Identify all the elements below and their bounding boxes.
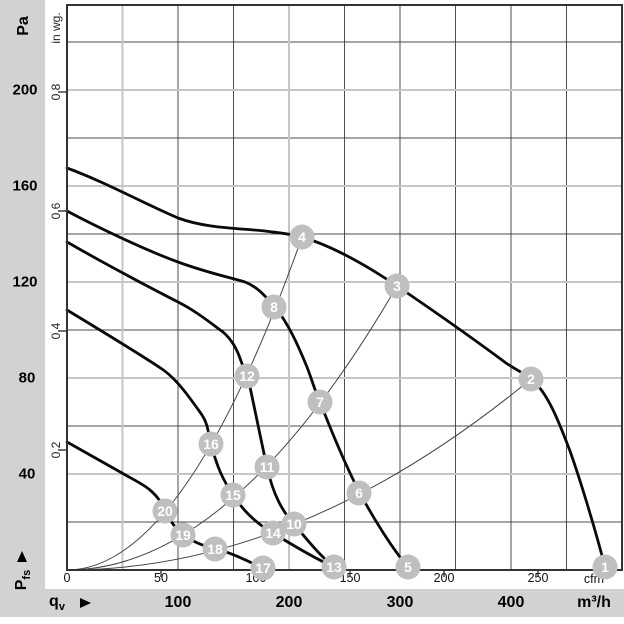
system-curve-b bbox=[66, 285, 398, 571]
svg-text:8: 8 bbox=[270, 299, 278, 315]
svg-text:19: 19 bbox=[175, 527, 191, 543]
x-tick-cfm-50: 50 bbox=[154, 571, 168, 585]
svg-text:1: 1 bbox=[601, 559, 609, 575]
svg-text:3: 3 bbox=[393, 278, 401, 294]
op-point-20: 20 bbox=[152, 498, 178, 524]
x-tick-cfm-0: 0 bbox=[63, 571, 71, 585]
op-point-11: 11 bbox=[254, 454, 280, 480]
system-curve-a bbox=[66, 236, 303, 571]
y-tick-120: 120 bbox=[12, 273, 38, 291]
qv-symbol: q bbox=[49, 592, 59, 610]
x-tick-300: 300 bbox=[386, 594, 414, 611]
x-tick-100: 100 bbox=[164, 594, 192, 611]
op-point-15: 15 bbox=[220, 482, 246, 508]
y-tick-40: 40 bbox=[18, 465, 36, 483]
svg-text:15: 15 bbox=[225, 487, 241, 503]
grid-major bbox=[67, 5, 622, 570]
x-axis-unit-m3h: m³/h bbox=[577, 594, 611, 611]
op-point-5: 5 bbox=[395, 554, 421, 580]
svg-text:11: 11 bbox=[260, 459, 275, 475]
qv-subscript: v bbox=[58, 601, 65, 614]
op-point-4: 4 bbox=[289, 224, 315, 250]
svg-text:4: 4 bbox=[298, 229, 306, 245]
x-tick-cfm-150: 150 bbox=[339, 571, 361, 585]
svg-text:18: 18 bbox=[207, 541, 223, 557]
svg-text:13: 13 bbox=[326, 559, 342, 575]
x-tick-400: 400 bbox=[497, 594, 525, 611]
qv-axis-arrow-icon bbox=[80, 598, 91, 608]
y-axis-band bbox=[0, 0, 45, 617]
op-point-19: 19 bbox=[170, 522, 196, 548]
op-point-2: 2 bbox=[518, 366, 544, 392]
svg-text:17: 17 bbox=[255, 560, 271, 576]
svg-text:16: 16 bbox=[203, 436, 219, 452]
op-point-17: 17 bbox=[250, 555, 276, 581]
op-point-12: 12 bbox=[234, 363, 260, 389]
y-tick-200: 200 bbox=[12, 81, 38, 99]
y-tick-80: 80 bbox=[18, 369, 36, 387]
svg-text:10: 10 bbox=[286, 516, 302, 532]
operating-points: 20 19 18 17 16 15 14 13 12 11 10 8 7 6 5… bbox=[152, 224, 618, 581]
qv-axis-label: qv bbox=[49, 593, 65, 613]
pfs-axis-arrow-icon bbox=[17, 551, 27, 562]
op-point-8: 8 bbox=[261, 294, 287, 320]
svg-text:20: 20 bbox=[157, 503, 173, 519]
op-point-14: 14 bbox=[260, 520, 286, 546]
svg-text:14: 14 bbox=[265, 525, 281, 541]
svg-text:12: 12 bbox=[239, 368, 255, 384]
op-point-3: 3 bbox=[384, 273, 410, 299]
svg-text:2: 2 bbox=[527, 371, 535, 387]
x-axis-band bbox=[0, 589, 624, 617]
svg-text:7: 7 bbox=[316, 394, 324, 410]
op-point-10: 10 bbox=[281, 511, 307, 537]
svg-text:6: 6 bbox=[355, 485, 363, 501]
fan-curves bbox=[65, 166, 607, 570]
x-tick-cfm-200: 200 bbox=[433, 571, 455, 585]
x-tick-cfm-250: 250 bbox=[527, 571, 549, 585]
op-point-13: 13 bbox=[321, 554, 347, 580]
op-point-6: 6 bbox=[346, 480, 372, 506]
op-point-1: 1 bbox=[592, 554, 618, 580]
fan-curve-1 bbox=[65, 166, 607, 569]
op-point-16: 16 bbox=[198, 431, 224, 457]
x-tick-200: 200 bbox=[275, 594, 303, 611]
fan-curve-2 bbox=[65, 209, 410, 569]
op-point-7: 7 bbox=[307, 389, 333, 415]
op-point-18: 18 bbox=[202, 536, 228, 562]
svg-text:5: 5 bbox=[404, 559, 412, 575]
y-tick-160: 160 bbox=[12, 177, 38, 195]
